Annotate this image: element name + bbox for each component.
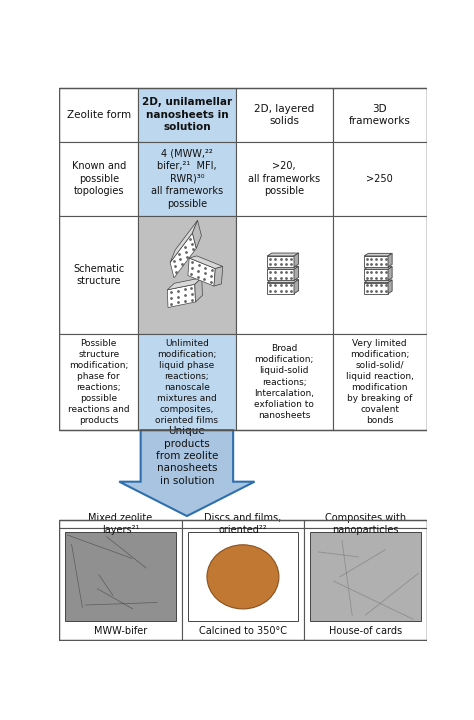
Polygon shape (170, 220, 198, 263)
Text: >20,
all frameworks
possible: >20, all frameworks possible (248, 161, 320, 196)
Bar (65, 532, 176, 621)
Bar (138, 215, 236, 334)
Polygon shape (364, 282, 388, 294)
Polygon shape (167, 278, 202, 290)
Text: 2D, unilamellar
nanosheets in
solution: 2D, unilamellar nanosheets in solution (142, 97, 232, 132)
Bar (333, 88, 427, 142)
Bar (236, 334, 333, 430)
Bar (333, 334, 427, 430)
Polygon shape (388, 266, 392, 280)
Text: Composites with
nanoparticles: Composites with nanoparticles (325, 513, 406, 536)
Bar (59, 521, 427, 639)
Ellipse shape (207, 545, 279, 609)
Polygon shape (364, 256, 388, 267)
Bar (188, 532, 298, 621)
Bar (182, 521, 304, 528)
Polygon shape (388, 280, 392, 294)
Text: Possible
structure
modification;
phase for
reactions;
possible
reactions and
pro: Possible structure modification; phase f… (68, 338, 129, 426)
Bar (304, 528, 427, 639)
Polygon shape (267, 256, 294, 267)
Text: Known and
possible
topologies: Known and possible topologies (72, 161, 126, 196)
Text: 2D, layered
solids: 2D, layered solids (254, 104, 314, 126)
Bar (333, 215, 427, 334)
Polygon shape (364, 280, 392, 282)
Bar (59, 521, 182, 528)
Bar (236, 215, 333, 334)
Bar (310, 532, 421, 621)
Bar (182, 528, 304, 639)
Polygon shape (119, 430, 255, 516)
Polygon shape (189, 256, 223, 269)
Polygon shape (294, 253, 299, 267)
Bar (236, 142, 333, 215)
Polygon shape (267, 269, 294, 280)
Polygon shape (267, 266, 299, 269)
Text: Very limited
modification;
solid-solid/
liquid reaction,
modification
by breakin: Very limited modification; solid-solid/ … (346, 338, 414, 426)
Polygon shape (364, 266, 392, 269)
Polygon shape (294, 266, 299, 280)
Polygon shape (170, 233, 196, 278)
Text: Zeolite form: Zeolite form (67, 109, 131, 120)
Text: Unlimited
modification;
liquid phase
reactions;
nanoscale
mixtures and
composite: Unlimited modification; liquid phase rea… (155, 338, 219, 426)
Bar (236, 88, 333, 142)
Text: Broad
modification;
liquid-solid
reactions;
Intercalation,
exfoliation to
nanosh: Broad modification; liquid-solid reactio… (254, 344, 314, 420)
Polygon shape (267, 282, 294, 294)
Bar (138, 334, 236, 430)
Polygon shape (214, 266, 223, 286)
Polygon shape (167, 284, 195, 307)
Polygon shape (188, 258, 215, 286)
Bar (59, 215, 138, 334)
Polygon shape (364, 269, 388, 280)
Text: House-of cards: House-of cards (329, 626, 402, 636)
Bar (138, 142, 236, 215)
Text: Unique
products
from zeolite
nanosheets
in solution: Unique products from zeolite nanosheets … (156, 426, 218, 486)
Bar (59, 88, 427, 430)
Text: Schematic
structure: Schematic structure (73, 264, 124, 286)
Text: Calcined to 350°C: Calcined to 350°C (199, 626, 287, 636)
Bar (59, 528, 182, 639)
Polygon shape (195, 278, 202, 302)
Polygon shape (267, 279, 299, 282)
Bar (333, 142, 427, 215)
Text: MWW-bifer: MWW-bifer (94, 626, 147, 636)
Polygon shape (294, 279, 299, 294)
Text: >250: >250 (366, 174, 393, 184)
Bar (138, 88, 236, 142)
Bar (59, 142, 138, 215)
Polygon shape (364, 253, 392, 256)
Text: 3D
frameworks: 3D frameworks (349, 104, 410, 126)
Polygon shape (192, 220, 201, 248)
Bar (59, 88, 138, 142)
Text: Mixed zeolite
layers²¹: Mixed zeolite layers²¹ (88, 513, 153, 536)
Bar (59, 334, 138, 430)
Bar (304, 521, 427, 528)
Polygon shape (267, 253, 299, 256)
Text: Discs and films,
oriented²²: Discs and films, oriented²² (204, 513, 282, 536)
Polygon shape (388, 253, 392, 267)
Text: 4 (MWW,²²
bifer,²¹  MFI,
RWR)³⁰
all frameworks
possible: 4 (MWW,²² bifer,²¹ MFI, RWR)³⁰ all frame… (151, 149, 223, 209)
